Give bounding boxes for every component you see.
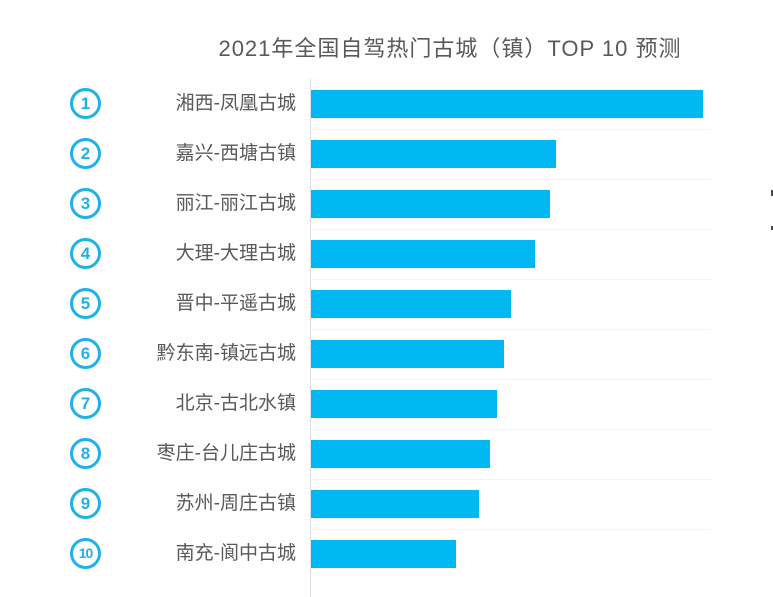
rank-badge: 7 (70, 388, 101, 419)
row-separator (311, 429, 711, 430)
row-label: 黔东南-镇远古城 (156, 343, 296, 364)
row-label: 苏州-周庄古镇 (175, 493, 296, 514)
row-label: 湘西-凤凰古城 (175, 93, 296, 114)
chart-row: 4 大理-大理古城 (0, 229, 773, 279)
chart-row: 7 北京-古北水镇 (0, 379, 773, 429)
rank-badge: 4 (70, 238, 101, 269)
chart-title: 2021年全国自驾热门古城（镇）TOP 10 预测 (218, 36, 682, 61)
bar (311, 140, 556, 168)
rank-badge: 2 (70, 138, 101, 169)
chart-rows: 1 湘西-凤凰古城 2 嘉兴-西塘古镇 3 丽江-丽江古城 4 大理-大理古城 … (0, 79, 773, 579)
bar (311, 490, 479, 518)
rank-badge: 9 (70, 488, 101, 519)
bar (311, 440, 490, 468)
chart-row: 6 黔东南-镇远古城 (0, 329, 773, 379)
row-separator (311, 329, 711, 330)
row-separator (311, 179, 711, 180)
chart-row: 10 南充-阆中古城 (0, 529, 773, 579)
rank-badge: 8 (70, 438, 101, 469)
bar (311, 240, 535, 268)
clipped-edge-artifact (771, 226, 773, 230)
row-label: 南充-阆中古城 (175, 543, 296, 564)
chart-row: 1 湘西-凤凰古城 (0, 79, 773, 129)
row-label: 枣庄-台儿庄古城 (156, 443, 296, 464)
rank-badge: 5 (70, 288, 101, 319)
rank-badge: 1 (70, 88, 101, 119)
bar (311, 290, 511, 318)
row-separator (311, 479, 711, 480)
chart-row: 3 丽江-丽江古城 (0, 179, 773, 229)
row-label: 大理-大理古城 (175, 243, 296, 264)
bar (311, 190, 550, 218)
chart-row: 2 嘉兴-西塘古镇 (0, 129, 773, 179)
row-label: 嘉兴-西塘古镇 (175, 143, 296, 164)
clipped-edge-artifact (771, 190, 773, 196)
row-label: 丽江-丽江古城 (175, 193, 296, 214)
bar (311, 340, 504, 368)
rank-badge: 6 (70, 338, 101, 369)
row-separator (311, 279, 711, 280)
row-separator (311, 129, 711, 130)
row-separator (311, 529, 711, 530)
row-label: 北京-古北水镇 (175, 393, 296, 414)
rank-badge: 3 (70, 188, 101, 219)
bar (311, 540, 456, 568)
rank-badge: 10 (70, 538, 101, 569)
chart-row: 9 苏州-周庄古镇 (0, 479, 773, 529)
bar (311, 90, 703, 118)
row-label: 晋中-平遥古城 (175, 293, 296, 314)
bar (311, 390, 497, 418)
row-separator (311, 379, 711, 380)
y-axis-line (310, 79, 311, 597)
chart-row: 8 枣庄-台儿庄古城 (0, 429, 773, 479)
chart-row: 5 晋中-平遥古城 (0, 279, 773, 329)
row-separator (311, 229, 711, 230)
